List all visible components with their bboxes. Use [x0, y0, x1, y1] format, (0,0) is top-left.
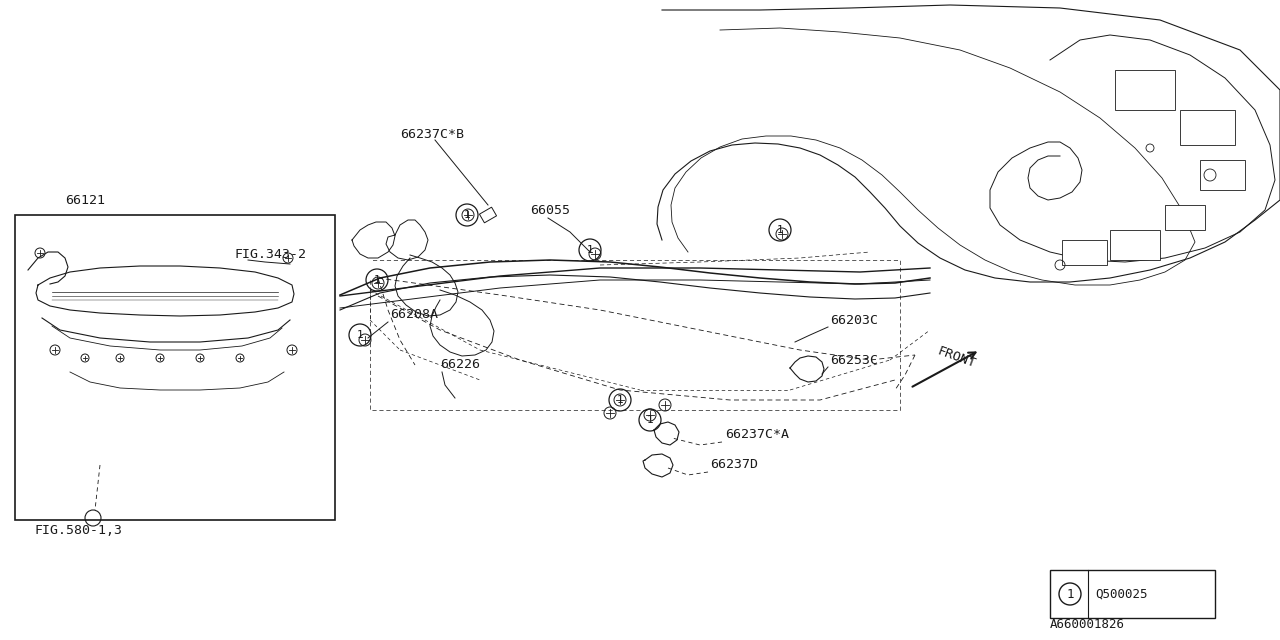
Bar — [15, 215, 335, 520]
Text: 66253C: 66253C — [829, 353, 878, 367]
Bar — [1050, 570, 1215, 618]
Text: 1: 1 — [777, 225, 783, 235]
Text: FIG.343-2: FIG.343-2 — [236, 248, 307, 262]
Bar — [1062, 240, 1107, 265]
Text: 66226: 66226 — [440, 358, 480, 371]
Text: A660001826: A660001826 — [1050, 618, 1125, 632]
Bar — [1165, 205, 1204, 230]
Text: 1: 1 — [646, 415, 653, 425]
Text: 66237D: 66237D — [710, 458, 758, 472]
Text: 66237C*A: 66237C*A — [724, 429, 788, 442]
Text: 1: 1 — [463, 210, 470, 220]
Text: 1: 1 — [586, 245, 594, 255]
Text: FIG.580-1,3: FIG.580-1,3 — [35, 524, 123, 536]
Bar — [1110, 230, 1160, 260]
Text: FRONT: FRONT — [934, 345, 977, 371]
Text: 66208A: 66208A — [390, 308, 438, 321]
Text: 1: 1 — [617, 395, 623, 405]
Bar — [1115, 70, 1175, 110]
Text: 66055: 66055 — [530, 204, 570, 216]
Bar — [1180, 110, 1235, 145]
Text: 1: 1 — [1066, 588, 1074, 600]
Bar — [1201, 160, 1245, 190]
Text: 1: 1 — [374, 275, 380, 285]
Text: 66121: 66121 — [65, 193, 105, 207]
Text: Q500025: Q500025 — [1094, 588, 1147, 600]
Text: 1: 1 — [357, 330, 364, 340]
Text: 66203C: 66203C — [829, 314, 878, 326]
Bar — [480, 207, 497, 223]
Text: 66237C*B: 66237C*B — [399, 129, 465, 141]
